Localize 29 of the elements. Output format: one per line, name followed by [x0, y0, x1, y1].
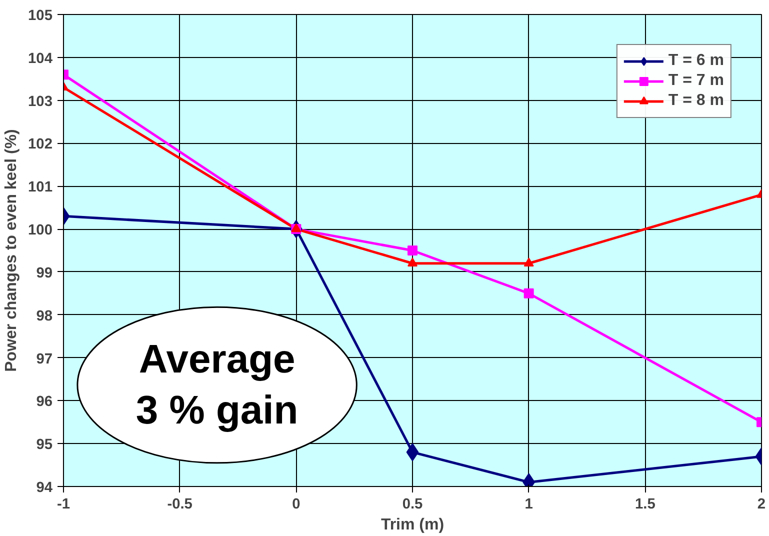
y-axis-title: Power changes to even keel (%) — [3, 129, 20, 372]
x-tick-label: -1 — [56, 496, 70, 512]
y-tick-label: 104 — [28, 50, 54, 67]
y-tick-label: 96 — [36, 394, 53, 410]
x-tick-label: 2 — [757, 496, 766, 512]
y-tick-label: 102 — [28, 136, 53, 153]
legend-label: T = 7 m — [668, 72, 724, 90]
point — [524, 288, 534, 298]
legend-label: T = 8 m — [668, 92, 724, 110]
annotation: Average 3 % gain — [136, 338, 298, 432]
y-tick-label: 98 — [36, 308, 53, 324]
y-tick-label: 101 — [28, 180, 53, 196]
point — [524, 258, 534, 266]
y-tick-label: 105 — [28, 8, 53, 24]
x-tick-label: 1 — [524, 496, 533, 512]
x-tick-label: 0 — [292, 496, 300, 512]
legend-label: T = 6 m — [668, 52, 724, 70]
point — [408, 258, 418, 266]
y-tick-label: 94 — [36, 480, 54, 496]
y-tick-label: 100 — [28, 222, 53, 239]
y-tick-label: 97 — [36, 351, 53, 368]
x-tick-label: 1.5 — [634, 496, 656, 512]
x-tick-label: -0.5 — [167, 496, 192, 512]
y-tick-label: 95 — [36, 437, 53, 454]
y-tick-label: 99 — [36, 265, 53, 282]
x-axis-title: Trim (m) — [380, 516, 444, 534]
x-tick-label: 0.5 — [402, 496, 423, 512]
point — [408, 246, 418, 256]
y-tick-label: 103 — [28, 94, 53, 110]
